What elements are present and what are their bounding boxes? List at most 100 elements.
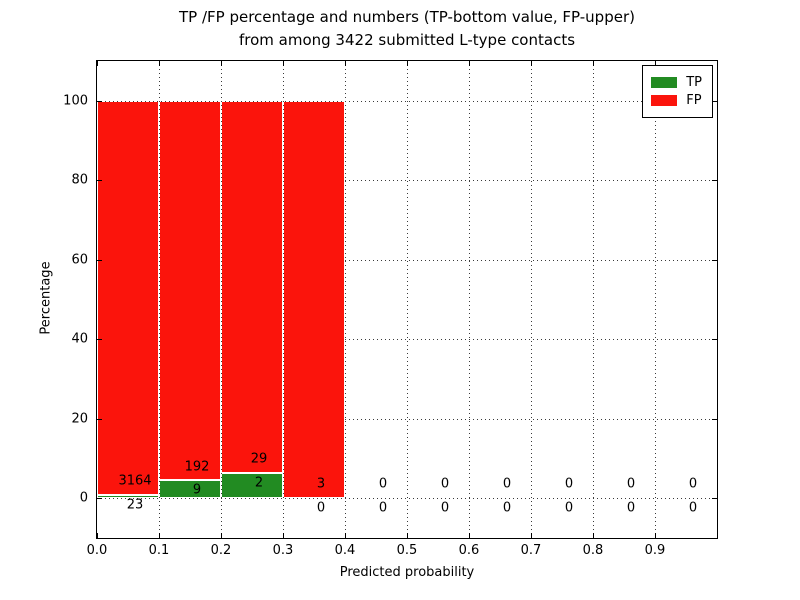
tp-count-label: 2	[254, 475, 264, 491]
annotations-layer: 3164 23 192 9 29 2 3 0 0 0 0 0 0 0 0 0 0 0 0 0	[97, 61, 717, 538]
fp-count-label: 0	[440, 476, 450, 492]
legend: TP FP	[642, 65, 713, 118]
chart-title-line2: from among 3422 submitted L-type contact…	[238, 31, 576, 49]
tp-count-label: 0	[316, 500, 326, 516]
tick-mark	[345, 533, 346, 538]
bar-segment-fp	[283, 100, 345, 499]
y-axis-label: Percentage	[38, 261, 54, 335]
grid-line-v	[159, 61, 160, 538]
tp-count-label: 0	[378, 500, 388, 516]
bar-segment-fp	[97, 100, 159, 496]
grid-line-h	[97, 498, 717, 500]
tick-mark	[159, 533, 160, 538]
tick-mark	[97, 180, 102, 182]
grid-line-v	[593, 61, 594, 538]
tick-mark	[469, 61, 470, 66]
tick-mark	[159, 61, 160, 66]
fp-count-label: 3164	[118, 473, 152, 489]
tp-count-label: 0	[502, 500, 512, 516]
tp-count-label: 23	[126, 497, 144, 513]
y-tick-label: 80	[71, 172, 88, 188]
y-tick-label: 0	[79, 490, 88, 506]
legend-entry-tp: TP	[651, 75, 702, 90]
grid-line-v	[407, 61, 408, 538]
legend-label-fp: FP	[686, 93, 702, 108]
tick-mark	[655, 533, 656, 538]
fp-swatch-icon	[651, 95, 678, 106]
tick-mark	[407, 61, 408, 66]
grid-line-v	[655, 61, 656, 538]
y-tick-label: 20	[71, 411, 88, 427]
tick-mark	[712, 100, 717, 102]
tick-mark	[97, 259, 102, 261]
bar-segment-fp	[221, 100, 283, 473]
tick-mark	[712, 418, 717, 420]
grid-line-v	[531, 61, 532, 538]
tick-mark	[97, 533, 98, 538]
fp-count-label: 29	[250, 451, 268, 467]
tick-mark	[712, 498, 717, 500]
legend-label-tp: TP	[686, 75, 702, 90]
y-tick-label: 60	[71, 252, 88, 268]
chart-title: TP /FP percentage and numbers (TP-bottom…	[96, 6, 718, 52]
grid-line-v	[345, 61, 346, 538]
fp-count-label: 0	[688, 476, 698, 492]
x-tick-label: 0.9	[644, 543, 666, 558]
fp-count-label: 192	[184, 459, 210, 475]
legend-entry-fp: FP	[651, 93, 702, 108]
tick-mark	[407, 533, 408, 538]
tick-mark	[655, 61, 656, 66]
tick-mark	[97, 418, 102, 420]
tick-mark	[97, 100, 102, 102]
tick-mark	[531, 533, 532, 538]
fp-count-label: 0	[626, 476, 636, 492]
tp-count-label: 9	[192, 482, 202, 498]
grid-line-v	[469, 61, 470, 538]
tp-count-label: 0	[440, 500, 450, 516]
tp-count-label: 0	[688, 500, 698, 516]
x-tick-label: 0.2	[210, 543, 232, 558]
x-tick-label: 0.4	[334, 543, 356, 558]
y-tick-label: 40	[71, 331, 88, 347]
bars-layer	[97, 61, 717, 538]
tick-marks	[97, 61, 717, 538]
gridlines-front	[97, 61, 717, 538]
tick-mark	[469, 533, 470, 538]
tick-mark	[712, 259, 717, 261]
x-tick-label: 0.6	[458, 543, 480, 558]
tp-swatch-icon	[651, 77, 678, 88]
x-tick-label: 0.1	[148, 543, 170, 558]
chart-title-line1: TP /FP percentage and numbers (TP-bottom…	[179, 8, 635, 26]
x-tick-label: 0.3	[272, 543, 294, 558]
bar-segment-fp	[159, 100, 221, 481]
tick-mark	[97, 498, 102, 500]
tick-mark	[97, 61, 98, 66]
tick-mark	[712, 180, 717, 182]
tick-mark	[712, 339, 717, 341]
tick-mark	[97, 339, 102, 341]
tick-mark	[283, 61, 284, 66]
tp-count-label: 0	[564, 500, 574, 516]
tick-mark	[221, 61, 222, 66]
x-tick-label: 0.0	[86, 543, 108, 558]
grid-line-h	[97, 100, 717, 102]
tick-mark	[593, 61, 594, 66]
grid-line-v	[283, 61, 284, 538]
grid-line-v	[221, 61, 222, 538]
fp-count-label: 0	[502, 476, 512, 492]
tick-mark	[283, 533, 284, 538]
x-tick-label: 0.8	[582, 543, 604, 558]
x-axis-label: Predicted probability	[339, 565, 475, 580]
fp-count-label: 3	[316, 476, 326, 492]
fp-count-label: 0	[564, 476, 574, 492]
bar-segment-tp	[97, 495, 159, 499]
tick-mark	[531, 61, 532, 66]
x-tick-label: 0.5	[396, 543, 418, 558]
tick-mark	[593, 533, 594, 538]
x-tick-label: 0.7	[520, 543, 542, 558]
tick-mark	[345, 61, 346, 66]
plot-area: 3164 23 192 9 29 2 3 0 0 0 0 0 0 0 0 0 0 0 0 0 TP FP	[96, 60, 718, 539]
y-tick-label: 100	[63, 93, 88, 109]
tp-count-label: 0	[626, 500, 636, 516]
